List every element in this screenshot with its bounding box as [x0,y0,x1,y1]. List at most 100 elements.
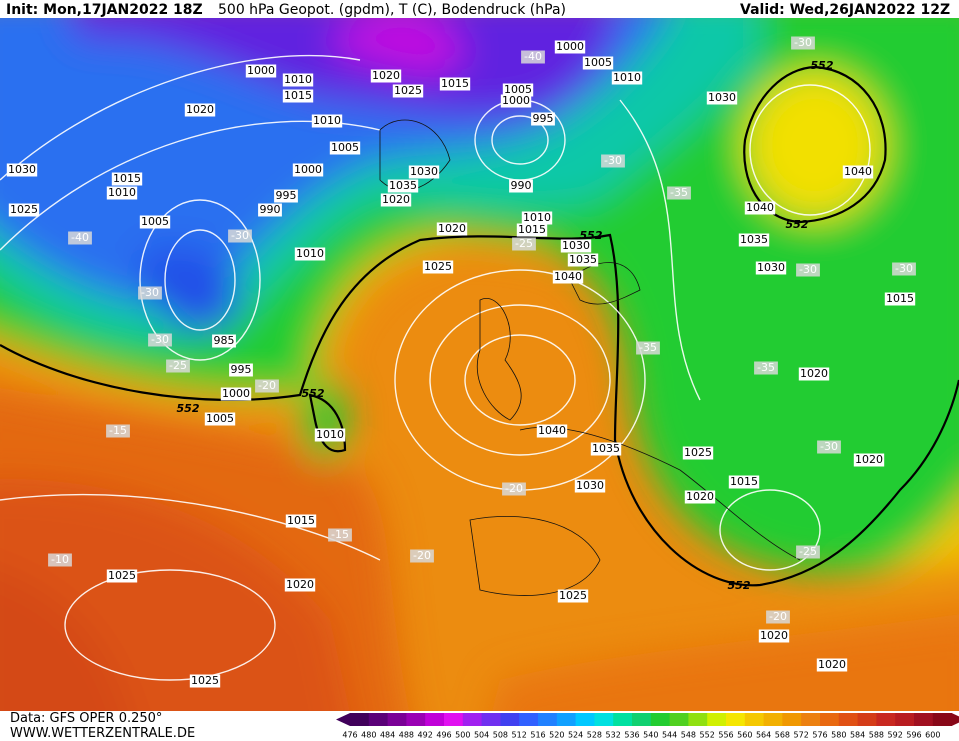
colorbar-cell [387,713,407,726]
isobar-label-box [557,589,589,603]
colorbar-label: 580 [831,731,846,740]
isotherm-label: -15 [109,424,127,437]
colorbar-label: 584 [850,731,865,740]
isobar-label: 1040 [746,201,774,214]
colorbar-cell [857,713,877,726]
isobar-label: 1030 [576,479,604,492]
colorbar-label: 536 [624,731,639,740]
isobar-label-box [111,172,143,186]
colorbar-label: 556 [718,731,733,740]
isobar-label: 1005 [141,215,169,228]
isotherm-label-box [138,286,162,300]
colorbar-cell [538,713,558,726]
isobar-label-box [706,91,738,105]
isotherm-label: -35 [670,186,688,199]
isobar-label: 1010 [613,71,641,84]
isobar-label: 1040 [844,165,872,178]
isotherm-label-box [796,263,820,277]
colorbar-arrow [951,713,959,726]
colorbar-label: 496 [436,731,451,740]
isobar-label-box [229,363,253,377]
isobar-label: 1005 [584,56,612,69]
isobar-label-box [554,40,586,54]
isotherm-label: -40 [524,50,542,63]
isobar-label: 1000 [222,387,250,400]
isobar-label: 990 [511,179,532,192]
isotherm-label: -30 [794,36,812,49]
isobar-label-box [436,222,468,236]
isobar-label: 1030 [757,261,785,274]
colorbar-label: 508 [493,731,508,740]
isotherm-label-box [754,361,778,375]
isobar-label-box [387,179,419,193]
colorbar-cell [726,713,746,726]
isotherm-label: -10 [51,553,69,566]
map-labels: 1000101010151020101010051000103010151010… [6,36,916,688]
colorbar-label: 568 [775,731,790,740]
isobar-label: 1010 [296,247,324,260]
isobar-label-box [682,446,714,460]
isobar-label-box [245,64,277,78]
isotherm-label-box [410,549,434,563]
isobar-label-box [282,73,314,87]
colorbar-label: 528 [587,731,602,740]
isotherm-label: -35 [757,361,775,374]
isobar-label-box [590,442,622,456]
isobar-label: 1030 [410,165,438,178]
isobar-label-box [314,428,346,442]
isobar-label: 995 [533,112,554,125]
isotherm-label: -20 [505,482,523,495]
isobar-label: 1020 [686,490,714,503]
isobar-label-box [184,103,216,117]
colorbar-cell [669,713,689,726]
isobar-label: 1025 [108,569,136,582]
isobar-label-box [516,223,548,237]
isobar-label: 1030 [8,163,36,176]
geopotential-label: 552 [177,402,200,415]
colorbar-cell [462,713,483,726]
isotherm-label-box [667,186,691,200]
isobar-label-box [6,163,38,177]
data-source: Data: GFS OPER 0.250° [10,711,162,726]
geopotential-label: 552 [302,387,325,400]
colorbar-label: 524 [568,731,583,740]
isobar-label-box [106,569,138,583]
colorbar-label: 572 [794,731,809,740]
isotherm-label-box [636,341,660,355]
colorbar-label: 560 [737,731,752,740]
isobar-label: 1020 [800,367,828,380]
colorbar-label: 512 [512,731,527,740]
isotherm-label: -25 [515,237,533,250]
isobar-label: 1000 [502,94,530,107]
isobar-label: 1010 [313,114,341,127]
isotherm-label-box [228,229,252,243]
colorbar-label: 480 [361,731,376,740]
isobar-label: 1035 [389,179,417,192]
isotherm-label-box [68,231,92,245]
isobar-label-box [329,141,361,155]
isobar-label-box [274,189,298,203]
isobar-label: 985 [214,334,235,347]
isobar-label-box [220,387,252,401]
isotherm-label-box [601,154,625,168]
isobar-label: 1035 [569,253,597,266]
isobar-label-box [853,453,885,467]
colorbar-arrow [336,713,350,726]
isobar-label: 1015 [730,475,758,488]
isobar-label: 1025 [394,84,422,97]
isotherm-label-box [106,424,130,438]
isobar-label: 1020 [855,453,883,466]
isotherm-label-box [791,36,815,50]
isotherm-label: -30 [799,263,817,276]
isobar-label-box [560,239,592,253]
colorbar-cell [500,713,520,726]
isobar-label-box [284,578,316,592]
isotherm-label-box [255,379,279,393]
isotherm-label: -20 [258,379,276,392]
isotherm-label: -20 [413,549,431,562]
isobar-label: 1015 [113,172,141,185]
isobar-label-box [294,247,326,261]
isotherm-label-box [148,333,172,347]
init-time: Init: Mon,17JAN2022 18Z [6,2,203,18]
